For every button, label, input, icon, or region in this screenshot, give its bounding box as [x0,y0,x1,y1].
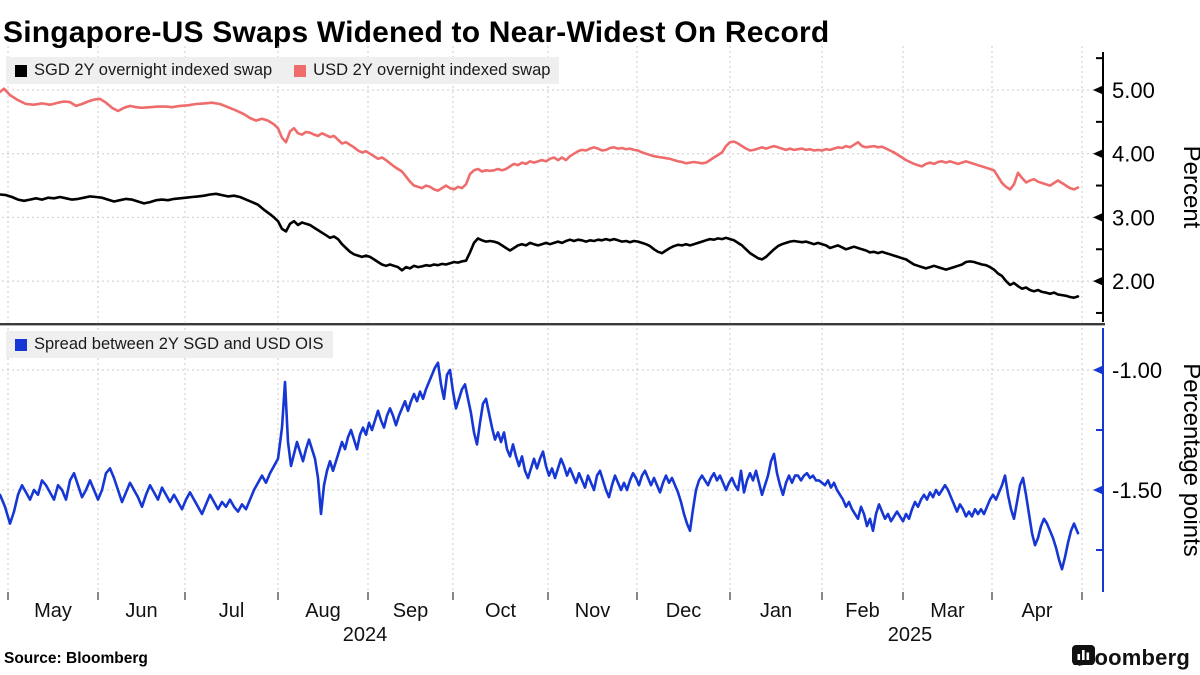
legend-label-usd: USD 2Y overnight indexed swap [313,61,551,79]
usd-swatch-icon [294,64,307,77]
y-axis-title: Percent [1178,146,1200,229]
legend-bottom: Spread between 2Y SGD and USD OIS [6,331,333,358]
x-month-label: May [34,600,72,622]
axis-tick-arrow [1093,149,1103,159]
x-month-label: Feb [845,600,879,622]
legend-item-sgd: SGD 2Y overnight indexed swap [15,61,272,80]
x-month-label: Mar [930,600,965,622]
x-month-label: Jun [125,600,157,622]
legend-item-spread: Spread between 2Y SGD and USD OIS [15,335,324,354]
x-month-label: Aug [305,600,341,622]
axis-tick-arrow [1093,485,1103,495]
y-tick-label: 3.00 [1112,205,1155,230]
bloomberg-logo: Bloomberg [1072,645,1190,671]
legend-top: SGD 2Y overnight indexed swap USD 2Y ove… [6,57,560,84]
x-month-label: Oct [485,600,517,622]
axis-tick-arrow [1093,365,1103,375]
legend-label-sgd: SGD 2Y overnight indexed swap [34,61,273,79]
x-month-label: Jan [760,600,792,622]
source-note: Source: Bloomberg [4,650,148,667]
y-tick-label: 4.00 [1112,142,1155,167]
y-tick-label: 5.00 [1112,78,1155,103]
series-line-1 [0,87,1080,192]
spread-swatch-icon [15,338,27,351]
x-month-label: Jul [219,600,245,622]
chart-title: Singapore-US Swaps Widened to Near-Wides… [3,16,830,50]
x-month-label: Apr [1021,600,1052,622]
axis-tick-arrow [1093,276,1103,286]
axis-tick-arrow [1093,85,1103,95]
panel-divider [0,323,1105,326]
y-tick-label: -1.00 [1112,358,1162,383]
legend-item-usd: USD 2Y overnight indexed swap [294,61,550,80]
x-month-label: Dec [666,600,702,622]
y-tick-label: 2.00 [1112,269,1155,294]
y-tick-label: -1.50 [1112,478,1162,503]
x-year-label: 2025 [888,624,933,646]
series-line-0 [0,192,1080,300]
sgd-swatch-icon [15,64,27,77]
x-month-label: Sep [393,600,429,622]
bloomberg-logo-icon [1072,645,1096,666]
series-line-0 [0,361,1080,571]
legend-label-spread: Spread between 2Y SGD and USD OIS [34,335,324,353]
x-month-label: Nov [575,600,611,622]
x-year-label: 2024 [343,624,388,646]
y-axis-title: Percentage points [1178,363,1200,556]
axis-tick-arrow [1093,212,1103,222]
